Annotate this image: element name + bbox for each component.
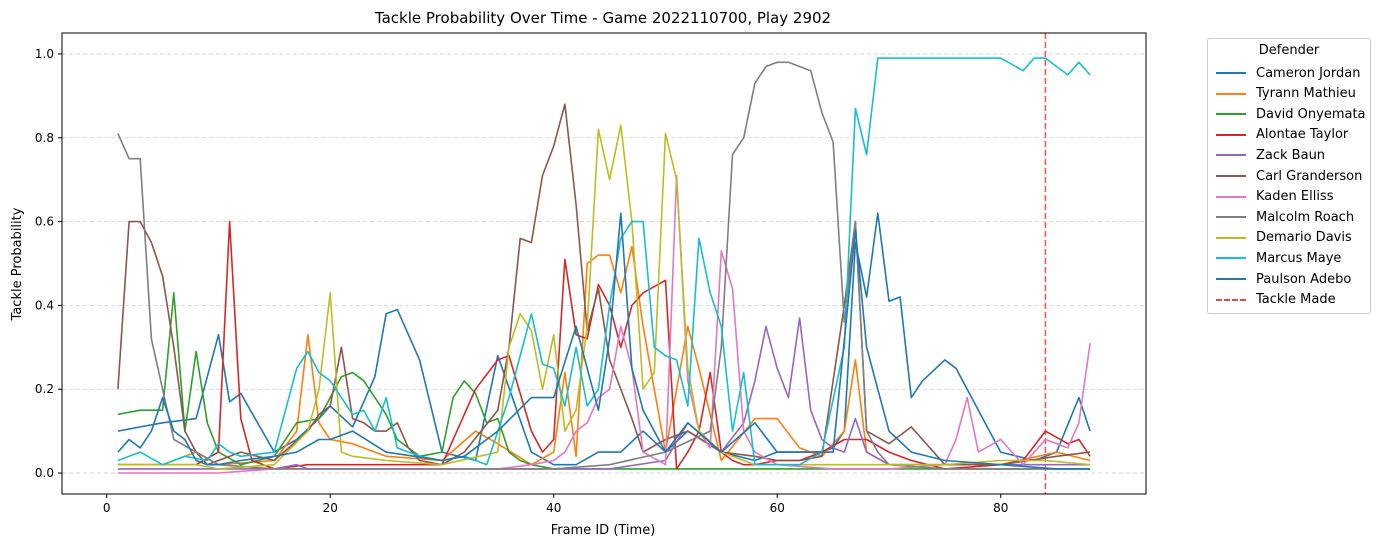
legend-entry: Tackle Made <box>1216 291 1336 309</box>
y-tick-label: 0.0 <box>35 466 54 480</box>
series-line-cameron-jordan <box>117 212 1091 466</box>
x-tick-label: 60 <box>770 501 785 515</box>
legend-entry: Paulson Adebo <box>1216 270 1351 288</box>
legend-entry: Malcolm Roach <box>1216 208 1354 226</box>
series-line-alontae-taylor <box>117 220 1091 470</box>
legend-swatch <box>1216 195 1246 198</box>
plot-area-frame <box>61 32 1147 495</box>
legend-label: Paulson Adebo <box>1256 271 1352 287</box>
series-line-demario-davis <box>117 124 1091 470</box>
x-tick-label: 0 <box>103 501 111 515</box>
x-tick-label: 40 <box>546 501 561 515</box>
series-line-carl-granderson <box>117 103 1091 466</box>
legend-entry: David Onyemata <box>1216 105 1366 123</box>
legend-label: Alontae Taylor <box>1256 127 1349 143</box>
legend-label: Zack Baun <box>1256 147 1326 163</box>
legend-entry: Tyrann Mathieu <box>1216 85 1356 103</box>
series-line-tyrann-mathieu <box>117 245 1091 466</box>
legend: Defender Cameron Jordan Tyrann Mathieu Dav… <box>1207 38 1371 314</box>
legend-swatch <box>1216 175 1246 177</box>
y-tick-label: 0.8 <box>35 131 54 145</box>
x-tick-label: 20 <box>323 501 338 515</box>
legend-label: Malcolm Roach <box>1256 209 1355 225</box>
legend-entry: Cameron Jordan <box>1216 64 1360 82</box>
legend-entry: Zack Baun <box>1216 146 1325 164</box>
y-gridlines <box>62 53 1146 474</box>
legend-label: Kaden Elliss <box>1256 189 1334 205</box>
series-line-zack-baun <box>117 317 1091 470</box>
legend-label: Marcus Maye <box>1256 250 1342 266</box>
y-axis-label: Tackle Probability <box>10 207 25 321</box>
legend-label: Tyrann Mathieu <box>1256 86 1356 102</box>
legend-entry: Kaden Elliss <box>1216 188 1333 206</box>
series-line-malcolm-roach <box>117 61 1091 470</box>
y-tick-label: 0.2 <box>35 382 54 396</box>
y-tick-label: 0.6 <box>35 215 54 229</box>
legend-swatch <box>1216 216 1246 219</box>
legend-swatch <box>1216 154 1246 157</box>
legend-label: Carl Granderson <box>1256 168 1363 184</box>
chart-title: Tackle Probability Over Time - Game 2022… <box>374 9 831 27</box>
legend-label: Cameron Jordan <box>1256 65 1361 81</box>
legend-swatch <box>1216 92 1246 95</box>
legend-entry: Carl Granderson <box>1216 167 1362 185</box>
x-axis-label: Frame ID (Time) <box>551 523 656 538</box>
axes: 0.0 0.2 0.4 0.6 0.8 1.0 0 20 40 60 80 <box>35 47 1008 515</box>
series-line-david-onyemata <box>117 291 1091 470</box>
series-line-marcus-maye <box>117 57 1091 466</box>
legend-label: Demario Davis <box>1256 230 1352 246</box>
legend-swatch <box>1216 113 1246 116</box>
legend-swatch <box>1216 72 1246 74</box>
y-tick-label: 1.0 <box>35 47 54 61</box>
legend-label: Tackle Made <box>1256 292 1336 308</box>
legend-entry: Demario Davis <box>1216 229 1352 247</box>
legend-title: Defender <box>1258 43 1320 58</box>
legend-swatch <box>1216 278 1246 280</box>
x-tick-label: 80 <box>993 501 1008 515</box>
series-line-paulson-adebo <box>117 212 1091 470</box>
legend-swatch <box>1216 133 1246 136</box>
legend-swatch <box>1216 236 1246 239</box>
series-lines <box>117 57 1091 474</box>
legend-entry: Marcus Maye <box>1216 249 1341 267</box>
legend-swatch <box>1216 257 1246 260</box>
y-tick-label: 0.4 <box>35 298 54 312</box>
legend-swatch <box>1216 298 1246 301</box>
legend-label: David Onyemata <box>1256 106 1366 122</box>
legend-entry: Alontae Taylor <box>1216 126 1348 144</box>
